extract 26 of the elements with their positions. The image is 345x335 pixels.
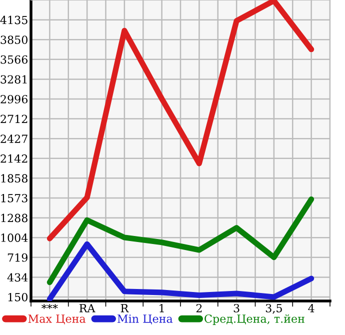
y-tick-label: 2996 bbox=[0, 95, 28, 104]
x-tick-label: *** bbox=[42, 304, 58, 310]
legend-label: Сред.Цена, т.йен bbox=[204, 314, 304, 325]
y-tick-label: 434 bbox=[7, 273, 28, 282]
y-tick-label: 2427 bbox=[0, 134, 28, 143]
legend-label: Max Цена bbox=[28, 314, 86, 324]
y-tick-label: 2142 bbox=[0, 154, 28, 163]
x-tick-label: 3 bbox=[234, 304, 240, 312]
y-tick-label: 1004 bbox=[1, 234, 28, 242]
x-tick-label: R bbox=[120, 304, 129, 312]
y-tick-label: 2712 bbox=[0, 114, 28, 124]
y-tick-label: 4135 bbox=[0, 16, 28, 24]
y-tick-label: 719 bbox=[8, 253, 28, 262]
x-tick-label: 1 bbox=[160, 304, 164, 312]
y-tick-label: 3566 bbox=[0, 55, 28, 64]
x-tick-label: 4 bbox=[308, 304, 314, 312]
y-tick-label: 3850 bbox=[0, 36, 28, 44]
x-tick-label: 2 bbox=[196, 304, 202, 312]
legend-label: Min Цена bbox=[118, 314, 173, 324]
y-tick-label: 1573 bbox=[1, 194, 28, 202]
x-tick-label: 3,5 bbox=[266, 304, 282, 314]
y-tick-label: 1288 bbox=[1, 214, 28, 222]
y-tick-label: 150 bbox=[8, 292, 28, 302]
y-tick-label: 1858 bbox=[1, 174, 28, 183]
x-tick-label: RA bbox=[79, 304, 96, 312]
y-tick-label: 3281 bbox=[0, 75, 27, 84]
